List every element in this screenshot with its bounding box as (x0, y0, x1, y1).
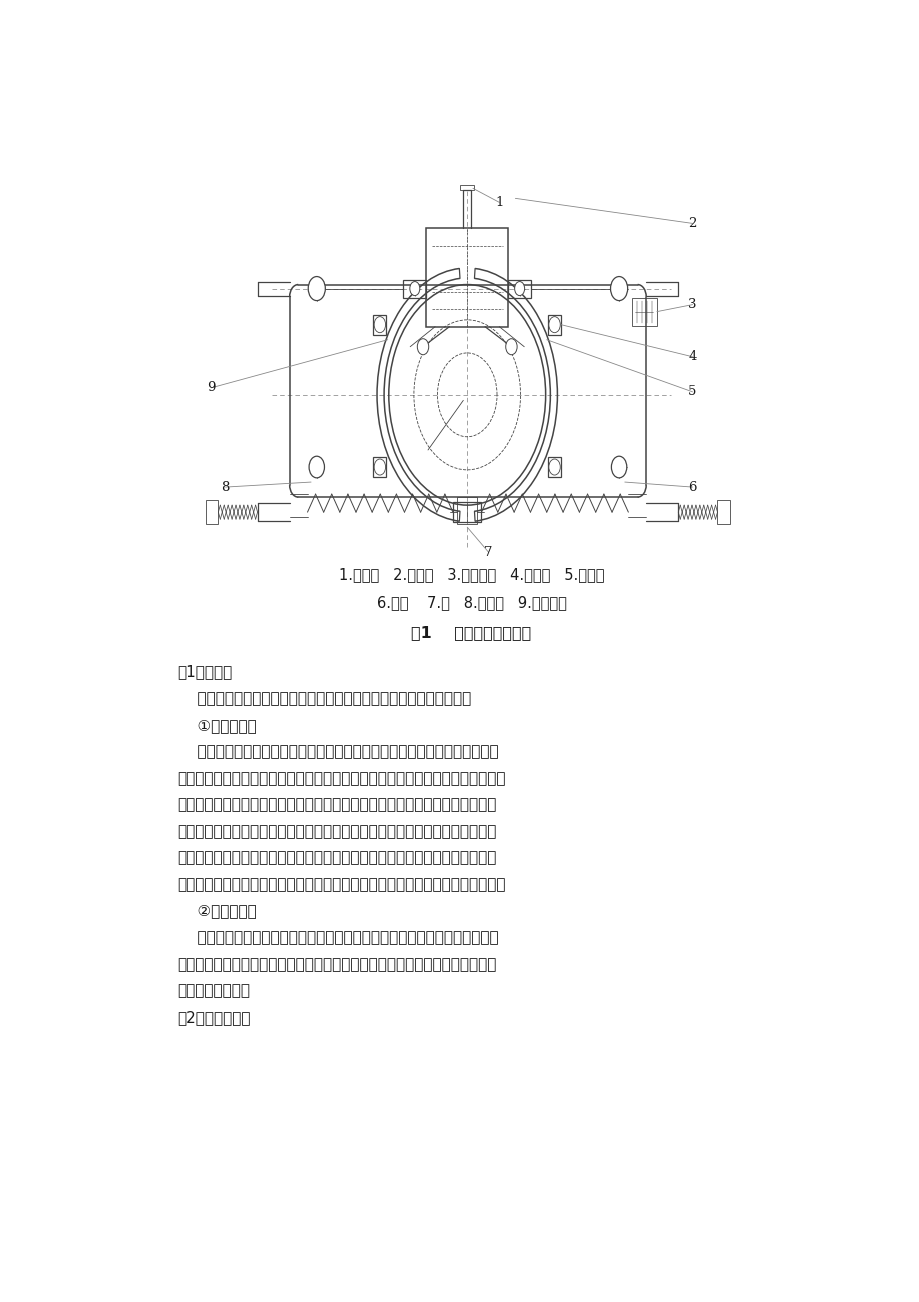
Bar (373, 457, 386, 477)
Text: 的电梯系统之中。: 的电梯系统之中。 (177, 983, 251, 999)
Bar (631, 298, 656, 326)
Text: 盘式制动器相较于传统的抱闸式制动器其稳定性更高，结构更加良好，性能: 盘式制动器相较于传统的抱闸式制动器其稳定性更高，结构更加良好，性能 (177, 930, 498, 945)
Bar (425, 228, 507, 327)
Circle shape (309, 456, 324, 478)
Text: ①抱闸制动器: ①抱闸制动器 (177, 717, 256, 733)
Circle shape (549, 316, 560, 333)
Text: 1: 1 (494, 195, 503, 208)
Bar (548, 315, 561, 335)
Circle shape (549, 460, 560, 475)
Circle shape (611, 456, 626, 478)
Text: 更加完善，是较高端化和专业化的自动设备，现如今广泛应用于高速和吞位较大: 更加完善，是较高端化和专业化的自动设备，现如今广泛应用于高速和吞位较大 (177, 957, 496, 971)
Bar (548, 457, 561, 477)
Text: 9: 9 (207, 381, 215, 395)
Text: 生的电磁力会把制动瓦块推开，表示电梯运行状况保持良好。当电梯上升或下落: 生的电磁力会把制动瓦块推开，表示电梯运行状况保持良好。当电梯上升或下落 (177, 824, 496, 838)
Circle shape (610, 276, 627, 301)
Text: 3: 3 (687, 298, 696, 311)
Text: 铁不具有吸引力，但是在制动弹簧的作用下，制动瓦块会紧紧的将制动轮控制住，: 铁不具有吸引力，但是在制动弹簧的作用下，制动瓦块会紧紧的将制动轮控制住， (177, 771, 505, 786)
Text: 7: 7 (483, 546, 493, 559)
Text: ②盘式制动器: ②盘式制动器 (177, 904, 256, 919)
Bar (457, 497, 477, 525)
Bar (373, 315, 386, 335)
Text: 1.电磁铁   2.制动臂   3.限位螺钉   4.制动带   5.刹车皮: 1.电磁铁 2.制动臂 3.限位螺钉 4.制动带 5.刹车皮 (338, 568, 604, 582)
Text: 当电梯处于停滙状态的时候，电动机和制动器的线圈没有电流通过，制动磁: 当电梯处于停滙状态的时候，电动机和制动器的线圈没有电流通过，制动磁 (177, 745, 498, 759)
Text: 图1    电梯制动器结构图: 图1 电梯制动器结构图 (411, 625, 531, 641)
Text: 从而通过制动弹簧牵制制动瓦块和制动轮紧紧压在一起，使电梯落在相应的楼层。: 从而通过制动弹簧牵制制动瓦块和制动轮紧紧压在一起，使电梯落在相应的楼层。 (177, 878, 505, 892)
Circle shape (374, 316, 385, 333)
Text: 目前我国电梯里面使用的制动器主要分为抱闸制动器和盘式制动器。: 目前我国电梯里面使用的制动器主要分为抱闸制动器和盘式制动器。 (177, 691, 471, 706)
Text: 从而保持电梯的静止状态。电梯开始运行的时候，电动机处于通电状态，从而产: 从而保持电梯的静止状态。电梯开始运行的时候，电动机处于通电状态，从而产 (177, 797, 496, 812)
Circle shape (417, 339, 428, 354)
Bar (205, 500, 218, 525)
Text: （1）分类：: （1）分类： (177, 664, 233, 680)
Circle shape (514, 281, 524, 296)
Text: 4: 4 (687, 350, 696, 363)
Text: 8: 8 (221, 480, 230, 493)
Bar (507, 280, 530, 298)
Circle shape (409, 281, 419, 296)
Text: 6: 6 (687, 480, 696, 493)
Text: 2: 2 (687, 217, 696, 230)
Bar (717, 500, 730, 525)
Text: 6.弹簧    7.轴   8.制动轮   9.调整螺杆: 6.弹簧 7.轴 8.制动轮 9.调整螺杆 (376, 595, 566, 611)
Text: 5: 5 (687, 385, 696, 398)
Text: （2）基本结构：: （2）基本结构： (177, 1010, 251, 1025)
Circle shape (308, 276, 325, 301)
Circle shape (374, 460, 385, 475)
Bar (452, 503, 481, 522)
Text: 在某个指定的楼层中时，电动机的电流迅速消失，相应的电磁力也会随之消失，: 在某个指定的楼层中时，电动机的电流迅速消失，相应的电磁力也会随之消失， (177, 850, 496, 866)
Bar (403, 280, 425, 298)
Circle shape (505, 339, 516, 354)
Bar (460, 185, 474, 190)
